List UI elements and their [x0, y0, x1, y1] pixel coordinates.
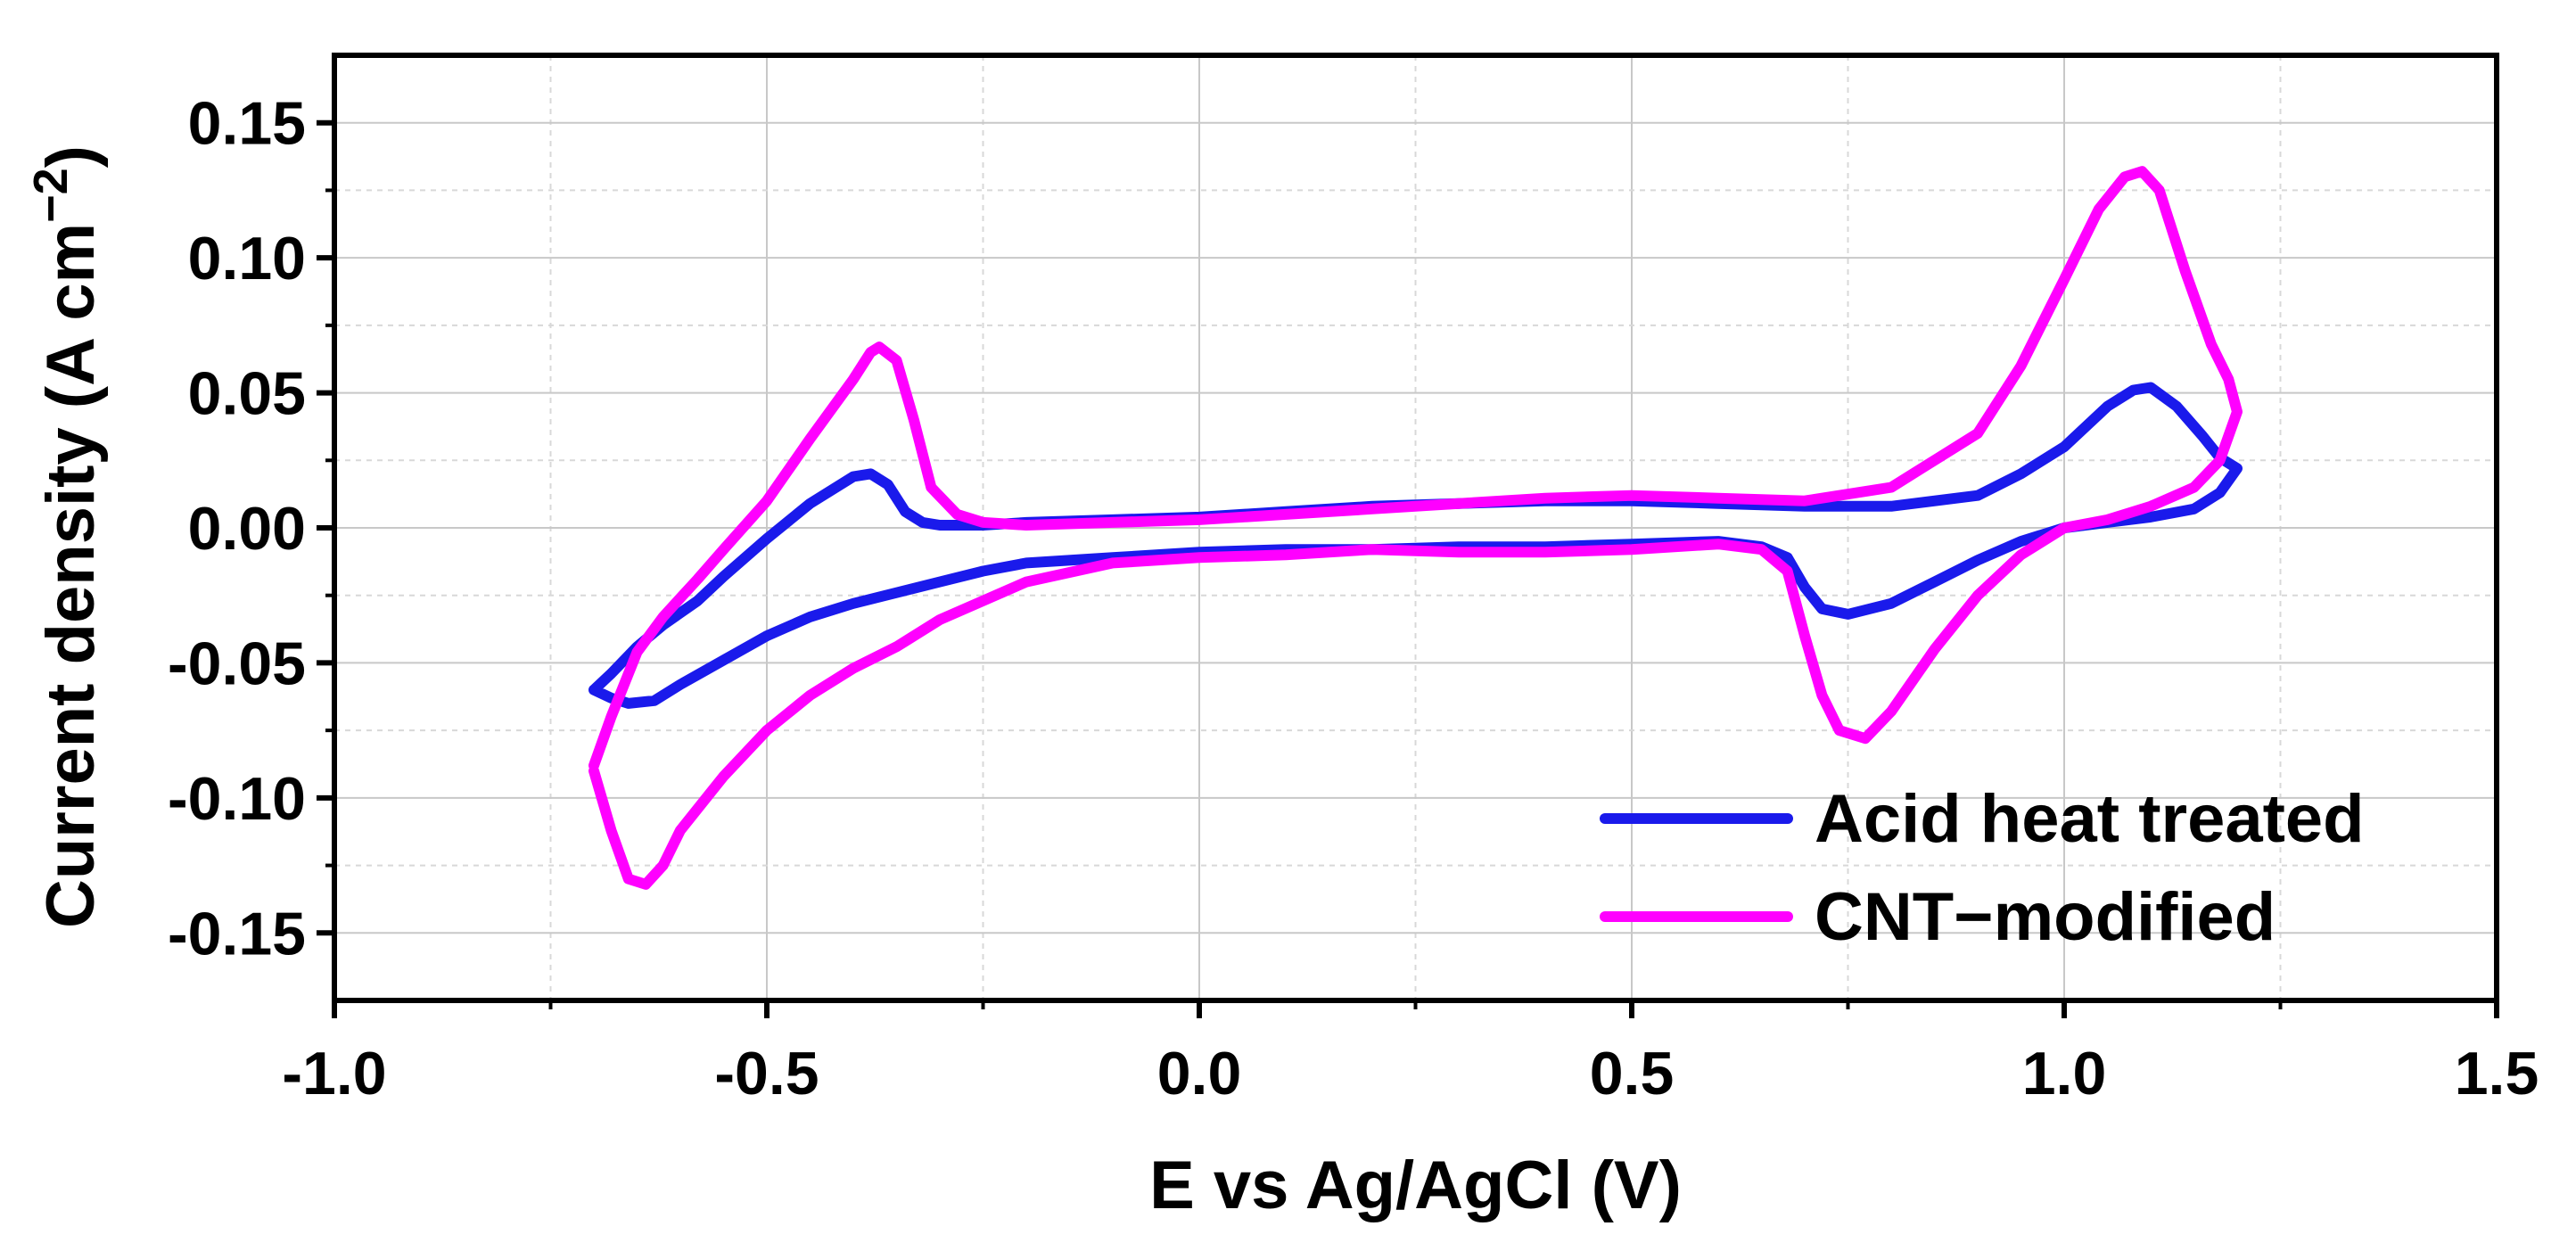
series-line-acid-heat-treated	[588, 382, 2243, 709]
y-tick-label: 0.10	[188, 225, 306, 292]
series-group	[588, 166, 2243, 890]
y-tick-label: 0.00	[188, 495, 306, 563]
y-tick-label: -0.05	[168, 630, 306, 697]
legend-marker-circle	[1691, 911, 1701, 922]
legend: Acid heat treated CNT−modified	[1600, 781, 2365, 955]
y-tick-label: 0.05	[188, 360, 306, 428]
series-line-cnt-modified	[588, 166, 2243, 890]
x-tick-label: -1.0	[282, 1040, 386, 1107]
x-tick-label: 0.5	[1590, 1040, 1675, 1107]
y-axis-title: Current density (A cm−2)	[24, 145, 109, 928]
x-tick-label: -0.5	[714, 1040, 819, 1107]
legend-marker-square	[1690, 813, 1700, 824]
y-axis-title-main: Current density (A cm	[33, 223, 109, 928]
y-tick-label: -0.15	[168, 900, 306, 967]
x-tick-label: 0.0	[1157, 1040, 1242, 1107]
grid-lines	[334, 55, 2497, 1000]
y-axis-title-close: )	[33, 145, 109, 168]
x-tick-label: 1.0	[2022, 1040, 2107, 1107]
legend-item-cnt-modified: CNT−modified	[1600, 879, 2276, 955]
x-tick-label: 1.5	[2455, 1040, 2539, 1107]
y-axis-title-superscript: −2	[24, 168, 78, 223]
legend-item-acid-heat-treated: Acid heat treated	[1600, 781, 2365, 857]
y-tick-label: 0.15	[188, 90, 306, 158]
y-tick-label: -0.10	[168, 765, 306, 833]
legend-label-acid-heat-treated: Acid heat treated	[1815, 781, 2365, 857]
legend-label-cnt-modified: CNT−modified	[1815, 879, 2276, 955]
axis-ticks: -1.0 -0.5 0.0 0.5 1.0 1.5 -0.15 -0.10 -0.05 0.00 0…	[168, 90, 2539, 1107]
x-axis-title: E vs Ag/AgCl (V)	[1149, 1148, 1682, 1223]
